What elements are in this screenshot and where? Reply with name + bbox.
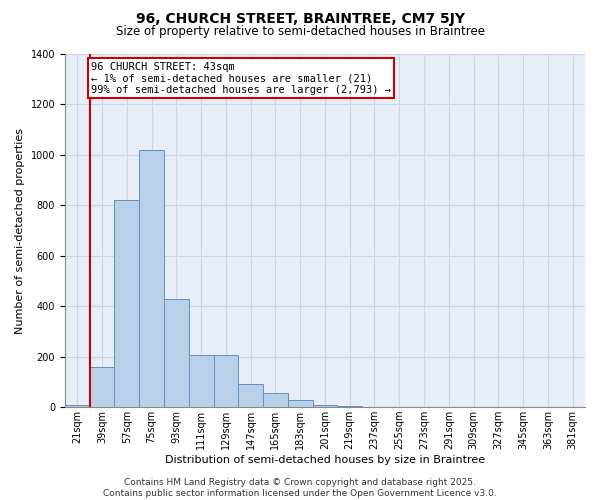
Bar <box>139 150 164 407</box>
Bar <box>337 406 362 407</box>
Bar <box>115 200 139 407</box>
Bar <box>189 356 214 407</box>
X-axis label: Distribution of semi-detached houses by size in Braintree: Distribution of semi-detached houses by … <box>165 455 485 465</box>
Bar <box>164 298 189 407</box>
Bar <box>89 367 115 407</box>
Bar <box>214 356 238 407</box>
Text: Contains HM Land Registry data © Crown copyright and database right 2025.
Contai: Contains HM Land Registry data © Crown c… <box>103 478 497 498</box>
Bar <box>65 404 89 407</box>
Text: 96, CHURCH STREET, BRAINTREE, CM7 5JY: 96, CHURCH STREET, BRAINTREE, CM7 5JY <box>136 12 464 26</box>
Bar <box>313 404 337 407</box>
Y-axis label: Number of semi-detached properties: Number of semi-detached properties <box>15 128 25 334</box>
Text: 96 CHURCH STREET: 43sqm
← 1% of semi-detached houses are smaller (21)
99% of sem: 96 CHURCH STREET: 43sqm ← 1% of semi-det… <box>91 62 391 95</box>
Bar <box>263 394 288 407</box>
Bar <box>238 384 263 407</box>
Bar <box>288 400 313 407</box>
Text: Size of property relative to semi-detached houses in Braintree: Size of property relative to semi-detach… <box>115 25 485 38</box>
